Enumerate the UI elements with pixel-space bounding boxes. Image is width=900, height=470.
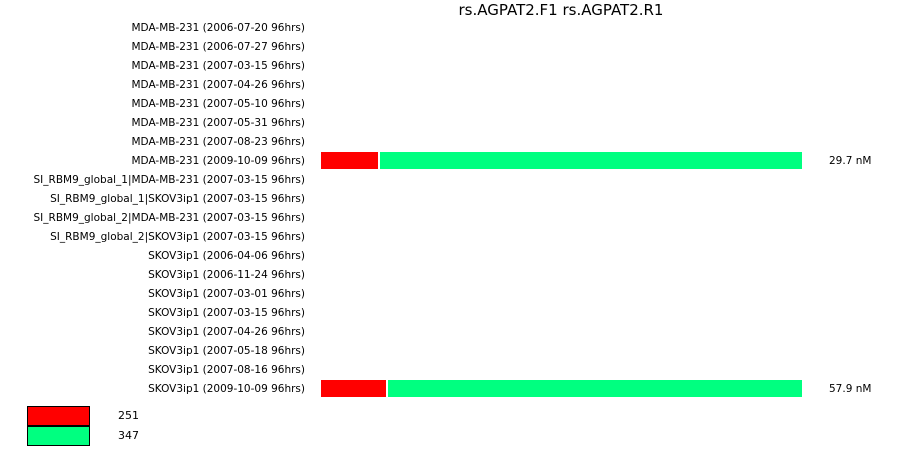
- category-label: SKOV3ip1 (2007-03-01 96hrs): [148, 288, 305, 300]
- category-label: SI_RBM9_global_1|SKOV3ip1 (2007-03-15 96…: [50, 193, 305, 205]
- category-label: SI_RBM9_global_2|MDA-MB-231 (2007-03-15 …: [33, 212, 305, 224]
- value-label: 29.7 nM: [829, 155, 872, 167]
- category-label: MDA-MB-231 (2007-05-10 96hrs): [131, 98, 306, 110]
- category-label: MDA-MB-231 (2007-03-15 96hrs): [131, 60, 306, 72]
- bar-segment-347: [380, 152, 802, 169]
- category-label: MDA-MB-231 (2009-10-09 96hrs): [131, 155, 306, 167]
- category-label: SI_RBM9_global_1|MDA-MB-231 (2007-03-15 …: [33, 174, 305, 186]
- category-label: SKOV3ip1 (2006-04-06 96hrs): [148, 250, 305, 262]
- category-label: MDA-MB-231 (2006-07-20 96hrs): [131, 22, 306, 34]
- legend-label: 347: [118, 429, 139, 442]
- legend-swatch: [27, 406, 90, 426]
- category-label: SKOV3ip1 (2007-03-15 96hrs): [148, 307, 305, 319]
- category-label: SKOV3ip1 (2007-04-26 96hrs): [148, 326, 305, 338]
- chart-title: rs.AGPAT2.F1 rs.AGPAT2.R1: [458, 1, 664, 19]
- category-label: SKOV3ip1 (2007-08-16 96hrs): [148, 364, 305, 376]
- category-label: SKOV3ip1 (2006-11-24 96hrs): [148, 269, 305, 281]
- bar-segment-347: [388, 380, 802, 397]
- category-label: MDA-MB-231 (2007-05-31 96hrs): [131, 117, 306, 129]
- value-label: 57.9 nM: [829, 383, 872, 395]
- bar-segment-251: [321, 380, 387, 397]
- category-label: SI_RBM9_global_2|SKOV3ip1 (2007-03-15 96…: [50, 231, 305, 243]
- category-label: SKOV3ip1 (2007-05-18 96hrs): [148, 345, 305, 357]
- category-label: SKOV3ip1 (2009-10-09 96hrs): [148, 383, 305, 395]
- legend-label: 251: [118, 409, 139, 422]
- bar-segment-251: [321, 152, 379, 169]
- legend-swatch: [27, 426, 90, 446]
- category-label: MDA-MB-231 (2007-04-26 96hrs): [131, 79, 306, 91]
- category-label: MDA-MB-231 (2007-08-23 96hrs): [131, 136, 306, 148]
- category-label: MDA-MB-231 (2006-07-27 96hrs): [131, 41, 306, 53]
